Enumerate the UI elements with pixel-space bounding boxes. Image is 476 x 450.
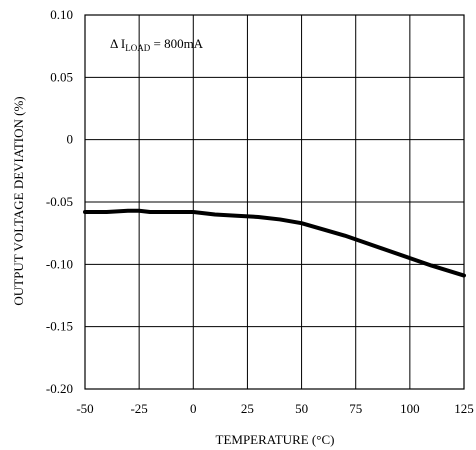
y-tick-label: 0.05 — [50, 69, 73, 84]
x-tick-label: 0 — [190, 401, 197, 416]
series-layer — [83, 208, 466, 278]
y-tick-label: 0.10 — [50, 7, 73, 22]
annotation-subscript: LOAD — [125, 43, 150, 53]
x-tick-label: -25 — [130, 401, 147, 416]
x-tick-label: -50 — [76, 401, 93, 416]
deviation-series-line — [83, 208, 466, 278]
x-axis-label: TEMPERATURE (°C) — [216, 432, 335, 447]
x-tick-labels: -50 -25 0 25 50 75 100 125 — [76, 401, 473, 416]
y-tick-label: 0 — [67, 132, 74, 147]
x-tick-label: 75 — [349, 401, 362, 416]
x-tick-label: 50 — [295, 401, 308, 416]
x-tick-label: 100 — [400, 401, 420, 416]
annotation-suffix: = 800mA — [150, 36, 203, 51]
y-axis-label: OUTPUT VOLTAGE DEVIATION (%) — [11, 96, 26, 305]
x-tick-label: 125 — [454, 401, 474, 416]
y-tick-label: -0.10 — [46, 256, 73, 271]
plot-frame — [84, 14, 465, 390]
y-tick-label: -0.05 — [46, 194, 73, 209]
annotation-prefix: Δ I — [110, 36, 125, 51]
grid — [84, 14, 465, 390]
y-tick-label: -0.15 — [46, 319, 73, 334]
y-tick-labels: 0.10 0.05 0 -0.05 -0.10 -0.15 -0.20 — [46, 7, 73, 396]
load-annotation: Δ ILOAD = 800mA — [110, 36, 204, 53]
y-tick-label: -0.20 — [46, 381, 73, 396]
x-tick-label: 25 — [241, 401, 254, 416]
